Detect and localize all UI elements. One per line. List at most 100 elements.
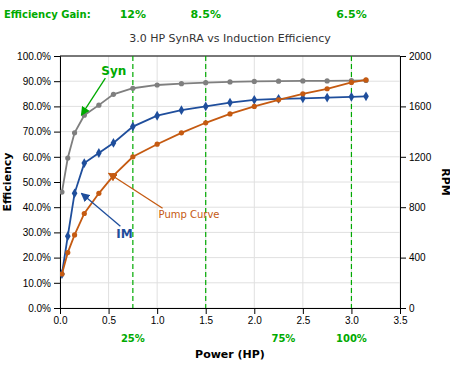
- tick-mark: [54, 56, 60, 57]
- tick: 60.0%: [23, 152, 60, 163]
- point: [60, 271, 65, 276]
- load-label: 100%: [336, 333, 367, 344]
- point: [325, 86, 330, 91]
- tick-mark: [254, 308, 255, 314]
- tick-label: 0.5: [102, 315, 116, 326]
- tick: 90.0%: [23, 76, 60, 87]
- point: [96, 148, 102, 158]
- tick: 2.0: [248, 308, 262, 326]
- y-axis: 0.0%10.0%20.0%30.0%40.0%50.0%60.0%70.0%8…: [17, 51, 60, 314]
- headline: Efficiency Gain:: [4, 9, 91, 20]
- tick: 30.0%: [23, 227, 60, 238]
- point: [96, 191, 101, 196]
- chart: 0.00.51.01.52.02.53.03.50.0%10.0%20.0%30…: [0, 0, 450, 366]
- tick: 80.0%: [23, 101, 60, 112]
- point: [203, 120, 208, 125]
- tick-label: 0.0%: [28, 303, 51, 314]
- point: [130, 154, 135, 159]
- point: [276, 97, 281, 102]
- tick-mark: [54, 258, 60, 259]
- tick: 50.0%: [23, 177, 60, 188]
- point: [251, 95, 257, 105]
- tick-mark: [400, 207, 406, 208]
- point: [203, 101, 209, 111]
- tick-mark: [351, 308, 352, 314]
- point: [65, 155, 70, 160]
- tick-mark: [54, 81, 60, 82]
- tick: 1.5: [199, 308, 213, 326]
- title: 3.0 HP SynRA vs Induction Efficiency: [129, 32, 331, 45]
- point: [203, 80, 208, 85]
- tick: 40.0%: [23, 202, 60, 213]
- point: [81, 158, 87, 168]
- grid: [60, 56, 400, 308]
- point: [111, 92, 116, 97]
- tick-label: 20.0%: [23, 252, 51, 263]
- point: [227, 111, 232, 116]
- tick-label: 10.0%: [23, 278, 51, 289]
- tick-mark: [400, 308, 406, 309]
- plot: 0.00.51.01.52.02.53.03.50.0%10.0%20.0%30…: [1, 51, 450, 361]
- grid-line: [60, 257, 400, 258]
- tick-label: 100.0%: [17, 51, 51, 62]
- x-axis-title: Power (HP): [195, 348, 265, 361]
- tick: 1600: [400, 101, 432, 112]
- tick-mark: [303, 308, 304, 314]
- annotation-arrow: [81, 78, 105, 115]
- tick-label: 90.0%: [23, 76, 51, 87]
- tick: 1.0: [151, 308, 165, 326]
- tick: 0.0: [54, 308, 68, 326]
- point: [60, 189, 65, 194]
- tick-label: 0: [409, 303, 415, 314]
- tick: 0.0%: [28, 303, 60, 314]
- point: [179, 130, 184, 135]
- point: [363, 78, 368, 83]
- tick-label: 800: [409, 202, 426, 213]
- point: [363, 77, 368, 82]
- annotation: Pump Curve: [159, 209, 220, 220]
- vline-label: 12%: [120, 8, 146, 21]
- tick: 2.5: [296, 308, 310, 326]
- vline-label: 8.5%: [190, 8, 221, 21]
- point: [300, 78, 305, 83]
- point: [65, 231, 71, 241]
- point: [324, 93, 330, 103]
- tick-mark: [54, 106, 60, 107]
- point: [65, 250, 70, 255]
- reference-line: [205, 56, 206, 308]
- point: [179, 105, 185, 115]
- point: [96, 103, 101, 108]
- axis-line: [401, 57, 407, 309]
- axis-line: [61, 309, 401, 315]
- tick: 3.0: [345, 308, 359, 326]
- tick-mark: [54, 182, 60, 183]
- point: [72, 130, 77, 135]
- point: [325, 78, 330, 83]
- annotation-arrow: [109, 173, 163, 208]
- tick-label: 2.5: [296, 315, 310, 326]
- vline-label: 6.5%: [336, 8, 367, 21]
- point: [252, 79, 257, 84]
- grid-line: [60, 232, 400, 233]
- tick-label: 1200: [409, 152, 432, 163]
- annotation: Syn: [101, 64, 126, 78]
- tick-mark: [54, 207, 60, 208]
- tick-mark: [400, 56, 406, 57]
- tick-label: 400: [409, 252, 426, 263]
- tick-label: 80.0%: [23, 101, 51, 112]
- tick-label: 60.0%: [23, 152, 51, 163]
- tick-mark: [54, 308, 60, 309]
- point: [349, 92, 355, 102]
- tick-mark: [400, 157, 406, 158]
- tick-mark: [54, 157, 60, 158]
- tick-label: 30.0%: [23, 227, 51, 238]
- point: [72, 188, 78, 198]
- y2-axis: 0400800120016002000: [400, 51, 432, 314]
- annotation: IM: [116, 227, 132, 241]
- point: [130, 86, 135, 91]
- tick: 1200: [400, 152, 432, 163]
- point: [252, 104, 257, 109]
- grid-line: [60, 282, 400, 283]
- tick: 0.5: [102, 308, 116, 326]
- point: [179, 81, 184, 86]
